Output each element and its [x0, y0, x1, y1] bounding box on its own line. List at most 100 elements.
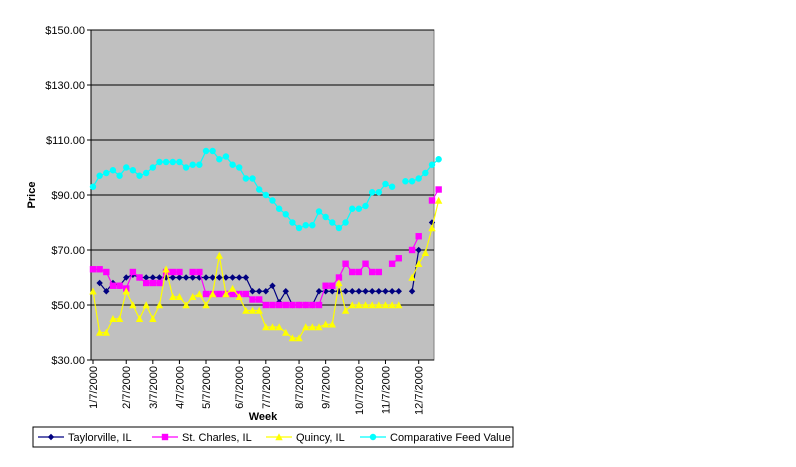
- data-point: [216, 290, 223, 298]
- data-point: [388, 288, 396, 295]
- data-point: [321, 320, 330, 328]
- data-point: [408, 246, 416, 254]
- data-point: [289, 219, 296, 226]
- data-point: [189, 268, 196, 276]
- data-point: [229, 274, 236, 281]
- data-point: [342, 288, 349, 295]
- data-point: [309, 222, 316, 229]
- data-point: [196, 268, 203, 276]
- x-tick-label: 3/7/2000: [148, 366, 160, 409]
- data-point: [123, 164, 130, 171]
- data-point: [428, 161, 436, 168]
- data-point: [135, 315, 144, 322]
- data-point: [248, 306, 257, 314]
- data-point: [415, 233, 422, 240]
- x-axis-ticks: 1/7/2000 2/7/2000 3/7/2000 4/7/2000 5/7/2000…: [88, 360, 426, 415]
- data-point: [322, 213, 329, 221]
- data-point: [368, 189, 376, 196]
- data-point: [202, 290, 210, 298]
- data-point: [235, 293, 243, 300]
- data-point: [95, 328, 104, 336]
- data-point: [156, 274, 163, 281]
- data-point: [388, 260, 396, 267]
- data-point: [195, 290, 204, 298]
- data-point: [142, 279, 150, 287]
- y-tick-label: $50.00: [51, 300, 85, 312]
- data-point: [176, 268, 183, 276]
- data-point: [428, 219, 436, 226]
- data-point: [308, 323, 317, 331]
- y-axis-title: Price: [26, 182, 38, 209]
- data-point: [176, 158, 183, 166]
- series-line: [92, 150, 393, 229]
- data-point: [216, 156, 223, 163]
- data-point: [302, 323, 310, 331]
- data-point: [89, 287, 97, 295]
- data-point: [162, 265, 170, 273]
- data-point: [381, 301, 390, 309]
- data-point: [149, 279, 157, 287]
- data-point: [315, 301, 323, 309]
- data-point: [122, 287, 130, 295]
- data-point: [295, 224, 303, 232]
- data-point: [269, 301, 276, 309]
- data-point: [335, 224, 343, 232]
- data-point: [262, 301, 270, 309]
- series-2: [89, 196, 443, 342]
- data-point: [408, 288, 416, 295]
- y-tick-label: $90.00: [51, 190, 85, 202]
- data-point: [162, 158, 170, 166]
- data-point: [269, 197, 276, 204]
- data-point: [142, 301, 150, 309]
- x-tick-label: 12/7/2000: [414, 366, 426, 415]
- data-point: [182, 301, 190, 309]
- data-point: [149, 274, 157, 281]
- data-point: [268, 323, 277, 331]
- data-point: [434, 196, 443, 204]
- legend-swatch-marker: [47, 433, 55, 441]
- data-point: [249, 296, 256, 303]
- data-point: [329, 288, 336, 295]
- data-point: [335, 274, 343, 281]
- data-point: [202, 147, 210, 155]
- data-point: [222, 274, 230, 281]
- data-point: [129, 167, 137, 174]
- data-point: [382, 180, 389, 188]
- data-point: [149, 164, 157, 171]
- data-point: [129, 268, 137, 276]
- data-point: [176, 274, 183, 281]
- data-point: [109, 315, 117, 322]
- data-point: [415, 246, 422, 254]
- data-point: [355, 301, 363, 309]
- data-point: [228, 284, 237, 292]
- data-point: [208, 290, 217, 298]
- data-point: [282, 301, 289, 309]
- legend: Taylorville, IL St. Charles, IL Quincy, IL…: [32, 426, 514, 448]
- data-point: [355, 288, 363, 295]
- data-point: [96, 279, 103, 287]
- data-point: [169, 274, 176, 281]
- data-point: [355, 205, 363, 212]
- data-point: [342, 219, 349, 226]
- data-point: [249, 288, 256, 295]
- data-point: [435, 156, 442, 163]
- data-point: [236, 274, 243, 281]
- data-point: [302, 301, 309, 309]
- data-point: [275, 301, 283, 309]
- data-point: [368, 268, 376, 276]
- x-tick-label: 1/7/2000: [88, 366, 100, 409]
- data-point: [355, 268, 363, 276]
- data-point: [96, 266, 103, 273]
- data-point: [262, 323, 270, 331]
- data-point: [435, 186, 442, 193]
- data-point: [295, 301, 303, 309]
- data-point: [182, 274, 190, 281]
- data-point: [116, 282, 123, 289]
- data-point: [202, 274, 210, 281]
- data-point: [402, 178, 409, 185]
- legend-label: Quincy, IL: [296, 432, 345, 444]
- data-point: [142, 169, 150, 177]
- series-layer: [89, 147, 443, 342]
- data-point: [103, 169, 110, 177]
